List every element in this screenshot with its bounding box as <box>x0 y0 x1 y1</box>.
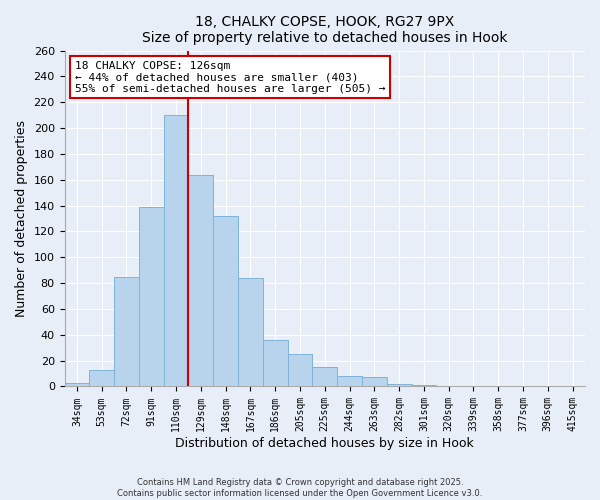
Bar <box>114 276 139 386</box>
Bar <box>263 340 287 386</box>
Bar <box>287 354 313 386</box>
Bar <box>337 376 362 386</box>
Bar <box>213 216 238 386</box>
Bar <box>139 207 164 386</box>
Bar <box>238 278 263 386</box>
Y-axis label: Number of detached properties: Number of detached properties <box>15 120 28 317</box>
Bar <box>65 382 89 386</box>
Bar <box>313 367 337 386</box>
Text: 18 CHALKY COPSE: 126sqm
← 44% of detached houses are smaller (403)
55% of semi-d: 18 CHALKY COPSE: 126sqm ← 44% of detache… <box>75 60 385 94</box>
Bar <box>164 115 188 386</box>
Bar <box>188 174 213 386</box>
X-axis label: Distribution of detached houses by size in Hook: Distribution of detached houses by size … <box>175 437 474 450</box>
Bar <box>412 385 436 386</box>
Title: 18, CHALKY COPSE, HOOK, RG27 9PX
Size of property relative to detached houses in: 18, CHALKY COPSE, HOOK, RG27 9PX Size of… <box>142 15 508 45</box>
Text: Contains HM Land Registry data © Crown copyright and database right 2025.
Contai: Contains HM Land Registry data © Crown c… <box>118 478 482 498</box>
Bar <box>387 384 412 386</box>
Bar <box>362 378 387 386</box>
Bar <box>89 370 114 386</box>
